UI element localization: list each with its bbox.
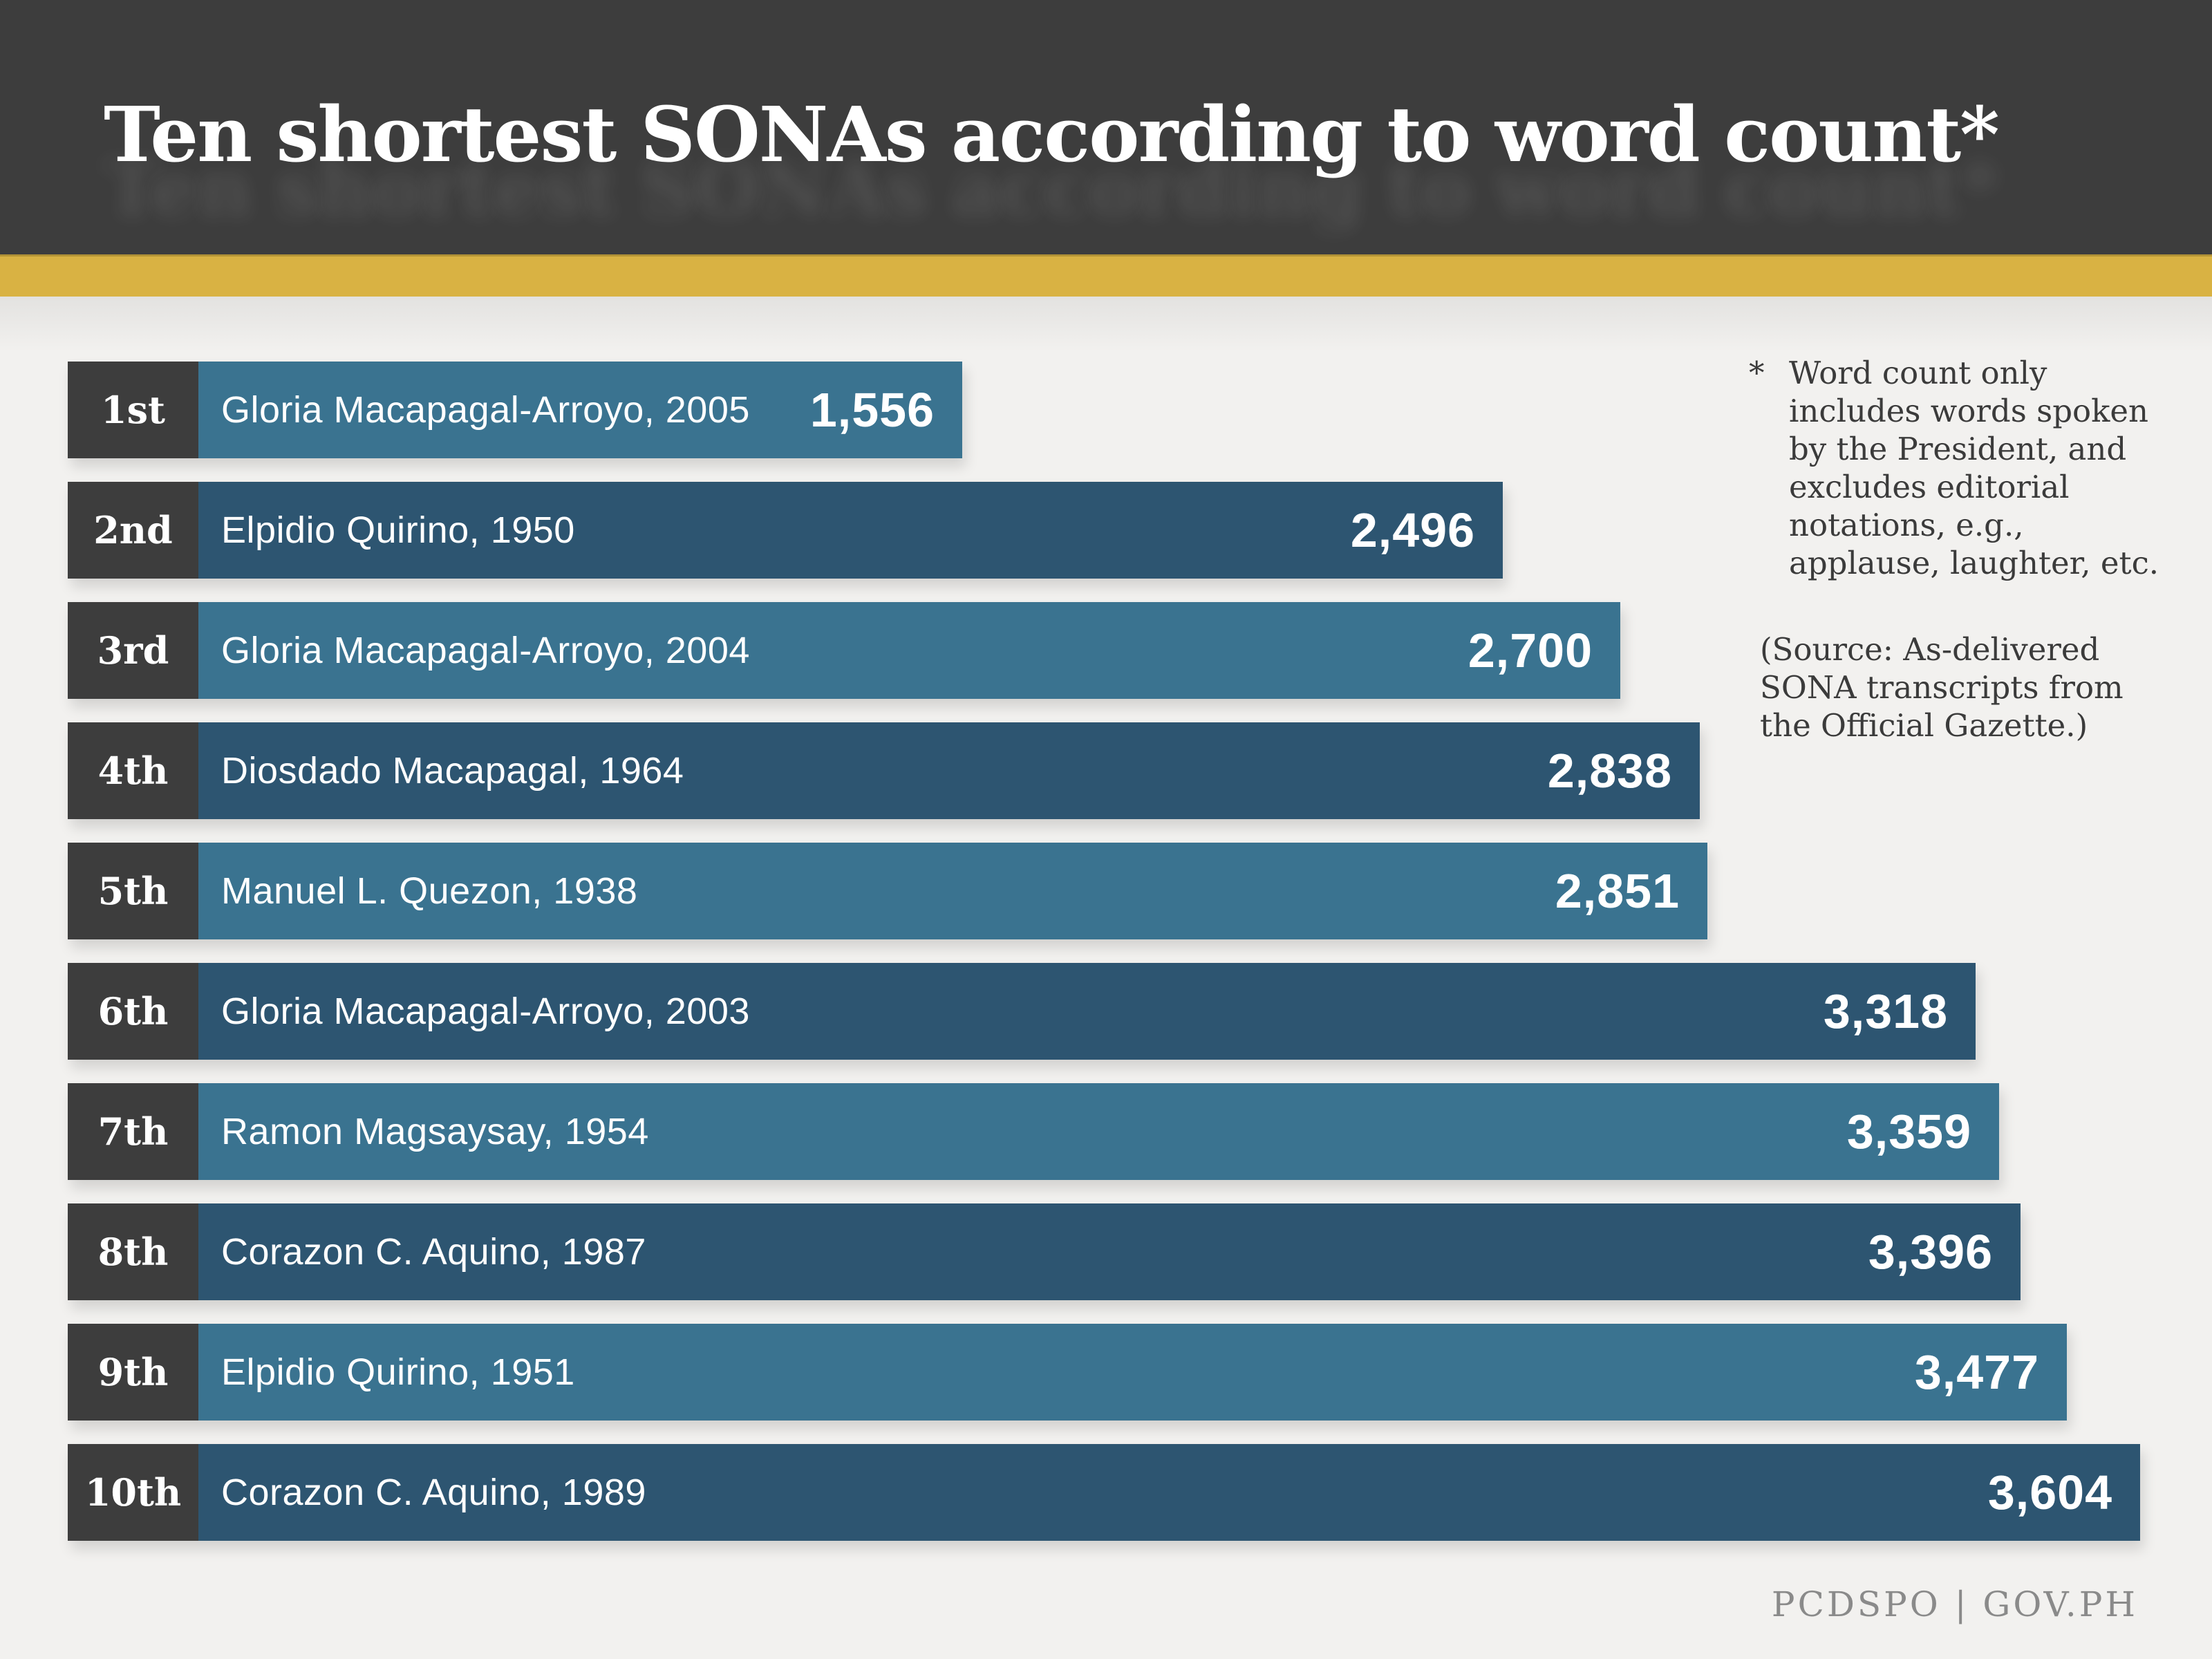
president-label: Diosdado Macapagal, 1964 [221, 750, 684, 791]
value-bar: Gloria Macapagal-Arroyo, 2003 3,318 [198, 963, 1976, 1060]
source-note: (Source: As-delivered SONA transcripts f… [1760, 631, 2124, 744]
value-bar: Corazon C. Aquino, 1987 3,396 [198, 1203, 2021, 1300]
word-count-value: 2,838 [1547, 744, 1672, 798]
bar-row: 9th Elpidio Quirino, 1951 3,477 [68, 1324, 2067, 1421]
president-label: Elpidio Quirino, 1951 [221, 1351, 575, 1393]
bar-rows: 1st Gloria Macapagal-Arroyo, 2005 1,556 … [68, 362, 2140, 1564]
rank-badge: 5th [68, 843, 198, 939]
footnote-block: * Word count only includes words spoken … [1749, 354, 2171, 744]
value-bar: Manuel L. Quezon, 1938 2,851 [198, 843, 1707, 939]
header-shadow-fade [0, 297, 2212, 352]
president-label: Gloria Macapagal-Arroyo, 2004 [221, 630, 750, 671]
value-bar: Elpidio Quirino, 1951 3,477 [198, 1324, 2067, 1421]
president-label: Elpidio Quirino, 1950 [221, 509, 575, 551]
rank-badge: 9th [68, 1324, 198, 1421]
word-count-value: 3,396 [1868, 1225, 1993, 1279]
bar-row: 5th Manuel L. Quezon, 1938 2,851 [68, 843, 1707, 939]
president-label: Corazon C. Aquino, 1987 [221, 1231, 646, 1273]
word-count-value: 3,604 [1987, 1465, 2112, 1519]
rank-badge: 3rd [68, 602, 198, 699]
value-bar: Diosdado Macapagal, 1964 2,838 [198, 722, 1700, 819]
value-bar: Gloria Macapagal-Arroyo, 2005 1,556 [198, 362, 962, 458]
gold-accent-stripe [0, 254, 2212, 297]
value-bar: Corazon C. Aquino, 1989 3,604 [198, 1444, 2140, 1541]
footer-credit: PCDSPO | GOV.PH [1771, 1584, 2138, 1624]
word-count-value: 2,496 [1350, 503, 1475, 557]
value-bar: Ramon Magsaysay, 1954 3,359 [198, 1083, 1999, 1180]
value-bar: Elpidio Quirino, 1950 2,496 [198, 482, 1503, 579]
bar-row: 3rd Gloria Macapagal-Arroyo, 2004 2,700 [68, 602, 1620, 699]
bar-row: 2nd Elpidio Quirino, 1950 2,496 [68, 482, 1503, 579]
rank-badge: 7th [68, 1083, 198, 1180]
page-title: Ten shortest SONAs according to word cou… [104, 90, 2000, 179]
bar-row: 1st Gloria Macapagal-Arroyo, 2005 1,556 [68, 362, 962, 458]
rank-badge: 10th [68, 1444, 198, 1541]
footnote-text: Word count only includes words spoken by… [1789, 355, 2159, 581]
president-label: Corazon C. Aquino, 1989 [221, 1472, 646, 1513]
rank-badge: 4th [68, 722, 198, 819]
bar-row: 7th Ramon Magsaysay, 1954 3,359 [68, 1083, 1999, 1180]
bar-row: 4th Diosdado Macapagal, 1964 2,838 [68, 722, 1700, 819]
word-count-value: 2,851 [1555, 864, 1680, 918]
president-label: Ramon Magsaysay, 1954 [221, 1111, 649, 1152]
word-count-footnote: * Word count only includes words spoken … [1749, 354, 2171, 582]
president-label: Manuel L. Quezon, 1938 [221, 870, 638, 912]
word-count-value: 2,700 [1468, 624, 1593, 677]
word-count-value: 1,556 [809, 383, 935, 437]
value-bar: Gloria Macapagal-Arroyo, 2004 2,700 [198, 602, 1620, 699]
president-label: Gloria Macapagal-Arroyo, 2005 [221, 389, 750, 431]
rank-badge: 8th [68, 1203, 198, 1300]
bar-row: 8th Corazon C. Aquino, 1987 3,396 [68, 1203, 2021, 1300]
bar-row: 10th Corazon C. Aquino, 1989 3,604 [68, 1444, 2140, 1541]
rank-badge: 1st [68, 362, 198, 458]
word-count-value: 3,318 [1823, 984, 1948, 1038]
asterisk-marker: * [1749, 355, 1765, 391]
president-label: Gloria Macapagal-Arroyo, 2003 [221, 991, 750, 1032]
rank-badge: 6th [68, 963, 198, 1060]
word-count-value: 3,359 [1846, 1105, 1971, 1159]
header: Ten shortest SONAs according to word cou… [0, 0, 2212, 254]
rank-badge: 2nd [68, 482, 198, 579]
bar-row: 6th Gloria Macapagal-Arroyo, 2003 3,318 [68, 963, 1976, 1060]
word-count-value: 3,477 [1914, 1345, 2039, 1399]
